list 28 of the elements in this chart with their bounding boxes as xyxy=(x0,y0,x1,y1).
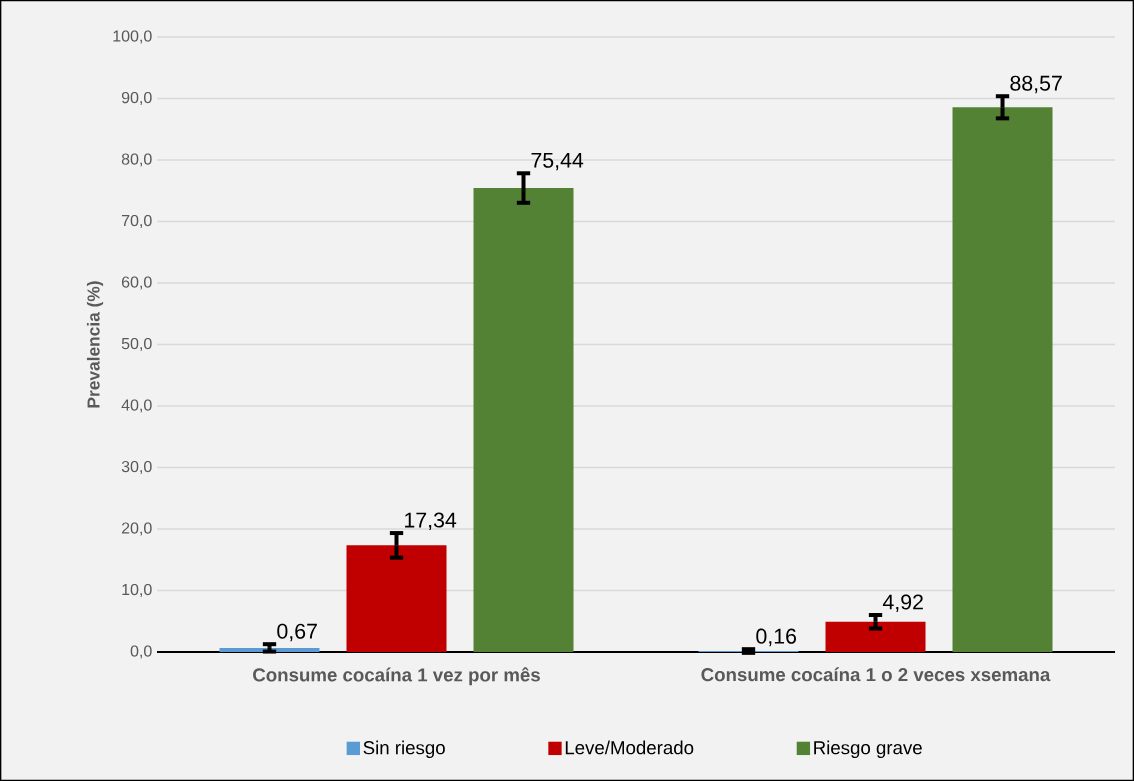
y-tick-label: 90,0 xyxy=(121,91,152,106)
y-tick-label: 30,0 xyxy=(121,460,152,475)
y-tick-label: 60,0 xyxy=(121,276,152,290)
y-tick-label: 70,0 xyxy=(121,214,152,229)
data-label: 0,67 xyxy=(277,623,317,642)
bar xyxy=(473,188,574,652)
y-tick-label: 0,0 xyxy=(130,645,152,659)
legend-label: Sin riesgo xyxy=(363,740,445,759)
data-label: 75,44 xyxy=(531,152,584,171)
y-tick-label: 20,0 xyxy=(121,522,152,536)
data-label: 0,16 xyxy=(756,628,797,647)
data-label: 88,57 xyxy=(1010,75,1062,94)
data-label: 4,92 xyxy=(882,594,923,613)
data-label: 17,34 xyxy=(405,512,457,531)
bar xyxy=(825,621,926,652)
legend-label: Leve/Moderado xyxy=(565,740,694,755)
legend-label: Riesgo grave xyxy=(814,740,922,759)
y-tick-label: 40,0 xyxy=(121,399,152,413)
x-tick-label: Consume cocaína 1 vez por mês xyxy=(253,667,540,686)
y-tick-label: 80,0 xyxy=(121,153,152,167)
bar xyxy=(952,107,1053,652)
y-tick-label: 10,0 xyxy=(122,583,152,598)
bar xyxy=(346,545,447,652)
x-tick-label: Consume cocaína 1 o 2 veces xsemana xyxy=(701,667,1051,682)
bar xyxy=(219,647,320,652)
y-axis-title: Prevalencia (%) xyxy=(86,281,104,408)
y-tick-label: 100,0 xyxy=(113,30,152,44)
y-tick-label: 50,0 xyxy=(121,337,152,352)
